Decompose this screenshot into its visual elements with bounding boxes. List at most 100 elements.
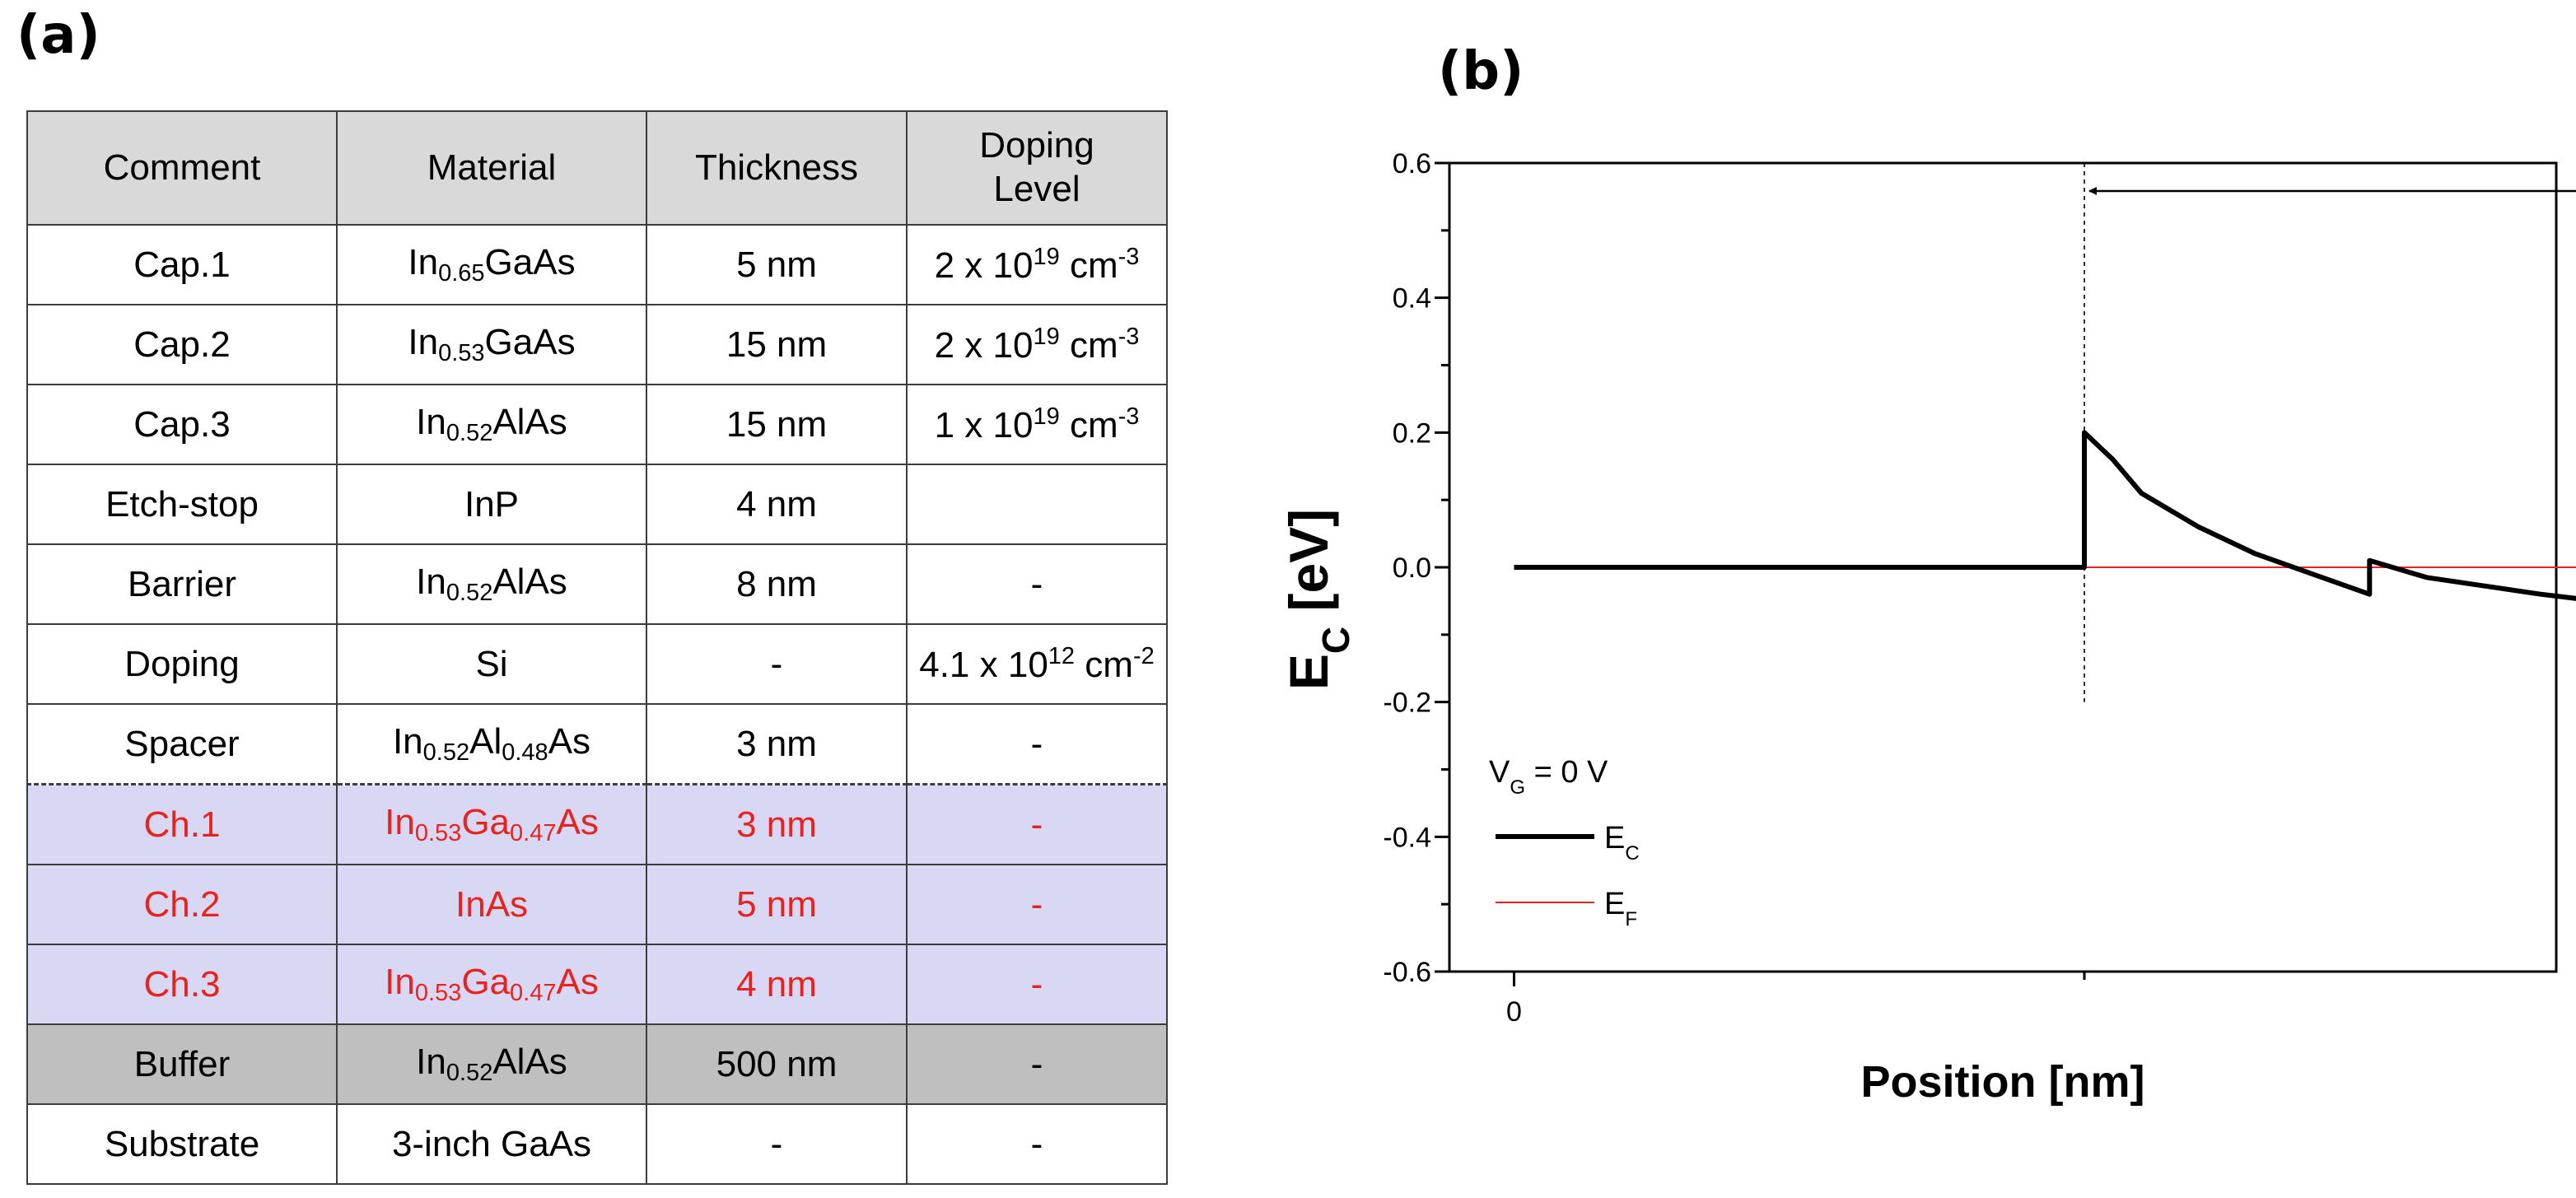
cell-thickness: 4 nm: [646, 464, 908, 545]
cell-text: As: [556, 802, 599, 842]
cell-text: In: [416, 402, 446, 442]
cell-material: In0.53GaAs: [336, 304, 647, 385]
table-row: Etch-stop InP 4 nm: [26, 464, 1168, 545]
cell-text: cm: [1059, 404, 1118, 445]
y-tick-label: 0.2: [1393, 417, 1431, 449]
text-part: E: [1604, 887, 1625, 921]
cell-comment: Ch.2: [26, 864, 338, 945]
cell-material: In0.52AlAs: [336, 384, 647, 465]
cell-text: AlAs: [492, 402, 567, 442]
text-part: E: [1278, 654, 1339, 690]
column-header: Thickness: [646, 110, 908, 226]
cell-text: In: [416, 562, 446, 602]
y-tick-label: -0.2: [1383, 688, 1431, 719]
cell-thickness: -: [646, 1103, 908, 1185]
panel-a-label: (a): [16, 5, 100, 66]
table-row: Cap.2 In0.53GaAs 15 nm 2 x 1019 cm-3: [26, 304, 1168, 385]
cell-text: 2 x 10: [934, 324, 1034, 366]
cell-doping: -: [906, 543, 1168, 625]
cell-comment: Buffer: [26, 1023, 338, 1105]
cell-text: In: [416, 1042, 446, 1082]
cell-material: InP: [336, 464, 647, 545]
cell-text: cm: [1059, 324, 1118, 366]
cell-supscript: 12: [1048, 642, 1076, 669]
cell-text: -: [1030, 563, 1043, 604]
cell-comment: Barrier: [26, 543, 338, 625]
column-header: Comment: [26, 110, 338, 226]
table-row: Ch.1 In0.53Ga0.47As 3 nm -: [26, 783, 1168, 865]
series-line-ec: [1514, 430, 2576, 601]
cell-subscript: 0.53: [414, 820, 462, 846]
table-header-row: Comment Material Thickness Doping Level: [26, 110, 1168, 226]
cell-thickness: 15 nm: [646, 384, 908, 465]
cell-comment: Ch.1: [26, 783, 338, 865]
cell-text: cm: [1059, 245, 1118, 286]
subscript: C: [1314, 627, 1357, 654]
cell-material: 3-inch GaAs: [336, 1103, 647, 1185]
subscript: C: [1625, 842, 1639, 865]
cell-text: In: [408, 242, 439, 282]
cell-material: In0.52Al0.48As: [336, 703, 647, 785]
cell-text: -: [1030, 883, 1043, 925]
cell-text: As: [556, 962, 599, 1002]
cell-thickness: 3 nm: [646, 703, 908, 785]
cell-thickness: 4 nm: [646, 944, 908, 1025]
panel-b-label: (b): [1438, 41, 1524, 102]
subscript: F: [1625, 908, 1637, 930]
cell-doping: 1 x 1019 cm-3: [906, 384, 1168, 465]
table-row: Buffer In0.52AlAs 500 nm -: [26, 1023, 1168, 1105]
cell-text: -: [1030, 804, 1043, 845]
cell-thickness: 15 nm: [646, 304, 908, 385]
cell-material: InAs: [336, 864, 647, 945]
table-row: Ch.2 InAs 5 nm -: [26, 864, 1168, 945]
layer-structure-table: Comment Material Thickness Doping Level Cap.…: [26, 110, 1168, 1185]
cell-text: In: [392, 721, 423, 762]
cell-text: 2 x 10: [934, 245, 1034, 286]
cell-supscript: -3: [1118, 243, 1140, 270]
table-row: Ch.3 In0.53Ga0.47As 4 nm -: [26, 944, 1168, 1025]
table-row: Spacer In0.52Al0.48As 3 nm -: [26, 703, 1168, 785]
cell-text: 3-inch GaAs: [391, 1123, 592, 1164]
cell-text: As: [548, 721, 591, 762]
cell-comment: Cap.2: [26, 304, 338, 385]
cell-subscript: 0.52: [422, 739, 470, 766]
x-tick-label: 0: [1506, 996, 1522, 1028]
cell-supscript: -2: [1132, 642, 1155, 669]
cell-subscript: 0.47: [510, 980, 557, 1006]
cell-subscript: 0.52: [446, 580, 493, 606]
cell-material: In0.65GaAs: [336, 224, 647, 305]
cell-doping: [906, 464, 1168, 545]
cell-doping: 2 x 1019 cm-3: [906, 224, 1168, 305]
y-tick-label: -0.4: [1383, 822, 1431, 853]
cell-material: In0.53Ga0.47As: [336, 944, 647, 1025]
y-tick-label: 0.4: [1393, 283, 1431, 315]
cell-text: In: [385, 802, 415, 842]
cell-doping: 2 x 1019 cm-3: [906, 304, 1168, 385]
cell-thickness: 5 nm: [646, 864, 908, 945]
cell-material: In0.52AlAs: [336, 543, 647, 625]
cell-supscript: 19: [1033, 243, 1060, 270]
cell-doping: -: [906, 864, 1168, 945]
text-part: V: [1489, 755, 1510, 790]
cell-supscript: 19: [1033, 403, 1060, 430]
cell-comment: Doping: [26, 623, 338, 705]
cell-doping: -: [906, 944, 1168, 1025]
cell-thickness: 8 nm: [646, 543, 908, 625]
cell-subscript: 0.52: [446, 1060, 493, 1086]
y-tick-label: 0.0: [1393, 552, 1431, 584]
cell-subscript: 0.48: [502, 739, 548, 766]
cell-doping: -: [906, 783, 1168, 865]
cell-text: Ga: [461, 962, 511, 1002]
text-part: E: [1604, 821, 1625, 855]
cell-text: -: [1030, 963, 1043, 1005]
cell-text: AlAs: [492, 562, 567, 602]
cell-comment: Spacer: [26, 703, 338, 785]
cell-comment: Substrate: [26, 1103, 338, 1185]
cell-supscript: 19: [1033, 323, 1060, 350]
cell-thickness: 500 nm: [646, 1023, 908, 1105]
cell-thickness: -: [646, 623, 908, 705]
y-axis-label: EC [eV]: [1278, 509, 1357, 690]
cell-text: Si: [475, 643, 508, 684]
cell-supscript: -3: [1118, 323, 1140, 350]
text-part: = 0 V: [1525, 755, 1608, 790]
